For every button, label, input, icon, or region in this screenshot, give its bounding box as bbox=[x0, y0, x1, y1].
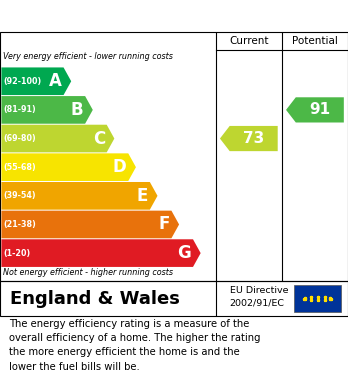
Polygon shape bbox=[1, 211, 179, 238]
Text: 73: 73 bbox=[243, 131, 264, 146]
Polygon shape bbox=[1, 125, 114, 152]
Text: Not energy efficient - higher running costs: Not energy efficient - higher running co… bbox=[3, 268, 174, 277]
Polygon shape bbox=[1, 96, 93, 124]
Polygon shape bbox=[1, 239, 201, 267]
Text: 91: 91 bbox=[309, 102, 330, 117]
Text: Very energy efficient - lower running costs: Very energy efficient - lower running co… bbox=[3, 52, 173, 61]
Polygon shape bbox=[1, 182, 158, 210]
Text: E: E bbox=[137, 187, 148, 205]
Text: England & Wales: England & Wales bbox=[10, 290, 180, 308]
Text: B: B bbox=[71, 101, 84, 119]
Text: (1-20): (1-20) bbox=[3, 249, 31, 258]
Text: Energy Efficiency Rating: Energy Efficiency Rating bbox=[10, 9, 220, 23]
Text: Potential: Potential bbox=[292, 36, 338, 46]
Text: (92-100): (92-100) bbox=[3, 77, 42, 86]
Text: (81-91): (81-91) bbox=[3, 106, 36, 115]
Text: Current: Current bbox=[229, 36, 269, 46]
Text: A: A bbox=[49, 72, 62, 90]
Text: C: C bbox=[93, 129, 105, 147]
Text: (55-68): (55-68) bbox=[3, 163, 36, 172]
Polygon shape bbox=[1, 67, 71, 95]
Text: (21-38): (21-38) bbox=[3, 220, 36, 229]
Polygon shape bbox=[1, 153, 136, 181]
Text: D: D bbox=[113, 158, 127, 176]
Text: The energy efficiency rating is a measure of the
overall efficiency of a home. T: The energy efficiency rating is a measur… bbox=[9, 319, 260, 372]
Polygon shape bbox=[220, 126, 278, 151]
Text: G: G bbox=[177, 244, 191, 262]
Text: EU Directive
2002/91/EC: EU Directive 2002/91/EC bbox=[230, 286, 288, 308]
Bar bbox=[294, 285, 341, 312]
Text: F: F bbox=[158, 215, 170, 233]
Text: (39-54): (39-54) bbox=[3, 191, 36, 200]
Polygon shape bbox=[286, 97, 344, 122]
Text: (69-80): (69-80) bbox=[3, 134, 36, 143]
